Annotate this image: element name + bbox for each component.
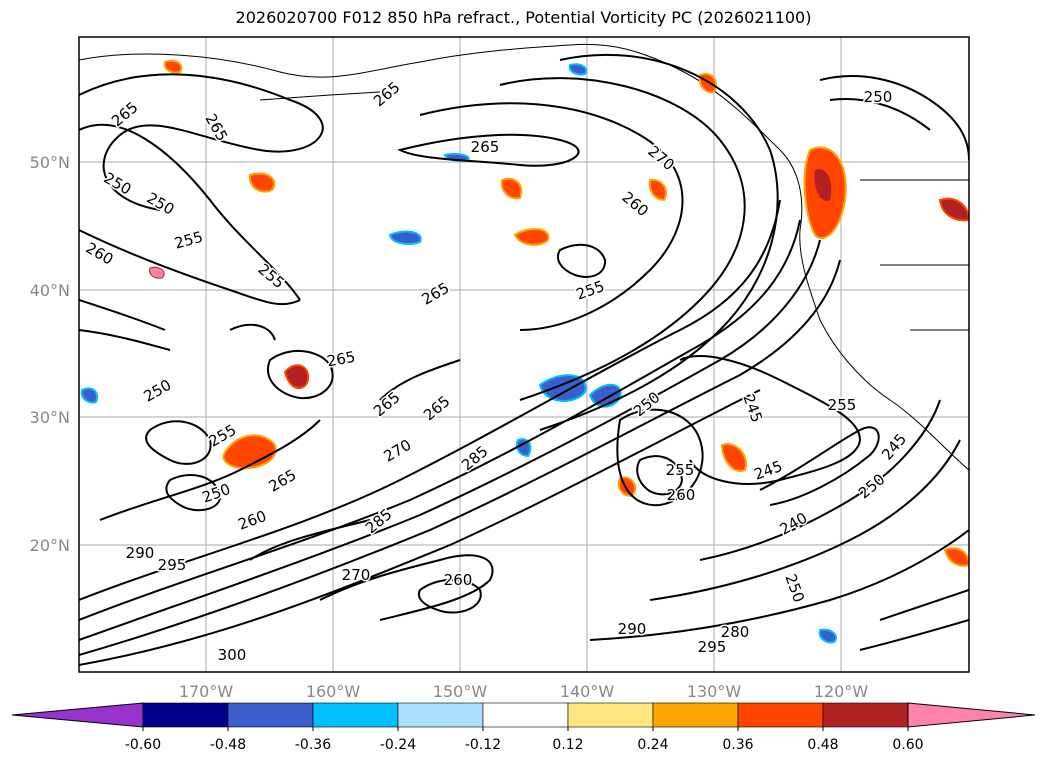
contour-label: 300 bbox=[218, 646, 247, 664]
lon-label-120w: 120°W bbox=[814, 682, 869, 701]
colorbar-bin bbox=[822, 702, 909, 728]
contour-label: 250 bbox=[864, 88, 893, 106]
colorbar-tick-label: 0.12 bbox=[552, 737, 583, 753]
longitude-labels: 170°W 160°W 150°W 140°W 130°W 120°W bbox=[179, 682, 869, 701]
colorbar-extend-low bbox=[11, 702, 144, 728]
colorbar-bin bbox=[142, 702, 229, 728]
lat-label-40n: 40°N bbox=[30, 281, 70, 300]
map-title: 2026020700 F012 850 hPa refract., Potent… bbox=[235, 8, 812, 27]
colorbar-tick-label: 0.60 bbox=[892, 737, 923, 753]
contour-label: 295 bbox=[158, 556, 187, 574]
colorbar-tick-label: 0.24 bbox=[637, 737, 668, 753]
contour-label: 260 bbox=[444, 571, 473, 589]
map-frame bbox=[78, 36, 970, 673]
lat-label-20n: 20°N bbox=[30, 536, 70, 555]
contour-label: 255 bbox=[828, 396, 857, 414]
lon-label-150w: 150°W bbox=[433, 682, 488, 701]
colorbar-bin bbox=[312, 702, 399, 728]
colorbar-tick-label: -0.36 bbox=[295, 737, 331, 753]
colorbar-tick-label: -0.12 bbox=[465, 737, 501, 753]
colorbar-bin bbox=[397, 702, 484, 728]
colorbar-extend-high bbox=[907, 702, 1036, 728]
contour-label: 280 bbox=[721, 623, 750, 641]
contour-label: 260 bbox=[667, 486, 696, 504]
contour-label: 265 bbox=[471, 138, 500, 156]
colorbar-bin bbox=[227, 702, 314, 728]
colorbar: -0.60 -0.48 -0.36 -0.24 -0.12 0.12 0.24 0.36 0.4… bbox=[11, 702, 1036, 753]
colorbar-tick-label: -0.60 bbox=[125, 737, 161, 753]
contour-label: 295 bbox=[698, 638, 727, 656]
colorbar-tick-label: -0.24 bbox=[380, 737, 416, 753]
coastlines bbox=[79, 43, 969, 471]
lat-label-30n: 30°N bbox=[30, 408, 70, 427]
lon-label-130w: 130°W bbox=[687, 682, 742, 701]
lat-label-50n: 50°N bbox=[30, 153, 70, 172]
colorbar-tick-label: 0.48 bbox=[807, 737, 838, 753]
lon-label-170w: 170°W bbox=[179, 682, 234, 701]
colorbar-bin bbox=[737, 702, 824, 728]
contour-label: 270 bbox=[342, 566, 371, 584]
colorbar-bin bbox=[652, 702, 739, 728]
colorbar-tick-label: 0.36 bbox=[722, 737, 753, 753]
colorbar-bin bbox=[482, 702, 569, 728]
latitude-labels: 50°N 40°N 30°N 20°N bbox=[30, 153, 70, 555]
colorbar-bin bbox=[567, 702, 654, 728]
refractivity-contours bbox=[79, 53, 969, 666]
colorbar-tick-label: -0.48 bbox=[210, 737, 246, 753]
contour-label: 290 bbox=[618, 620, 647, 638]
contour-label: 255 bbox=[666, 461, 695, 479]
contour-label: 290 bbox=[126, 544, 155, 562]
lon-label-160w: 160°W bbox=[306, 682, 361, 701]
lon-label-140w: 140°W bbox=[560, 682, 615, 701]
